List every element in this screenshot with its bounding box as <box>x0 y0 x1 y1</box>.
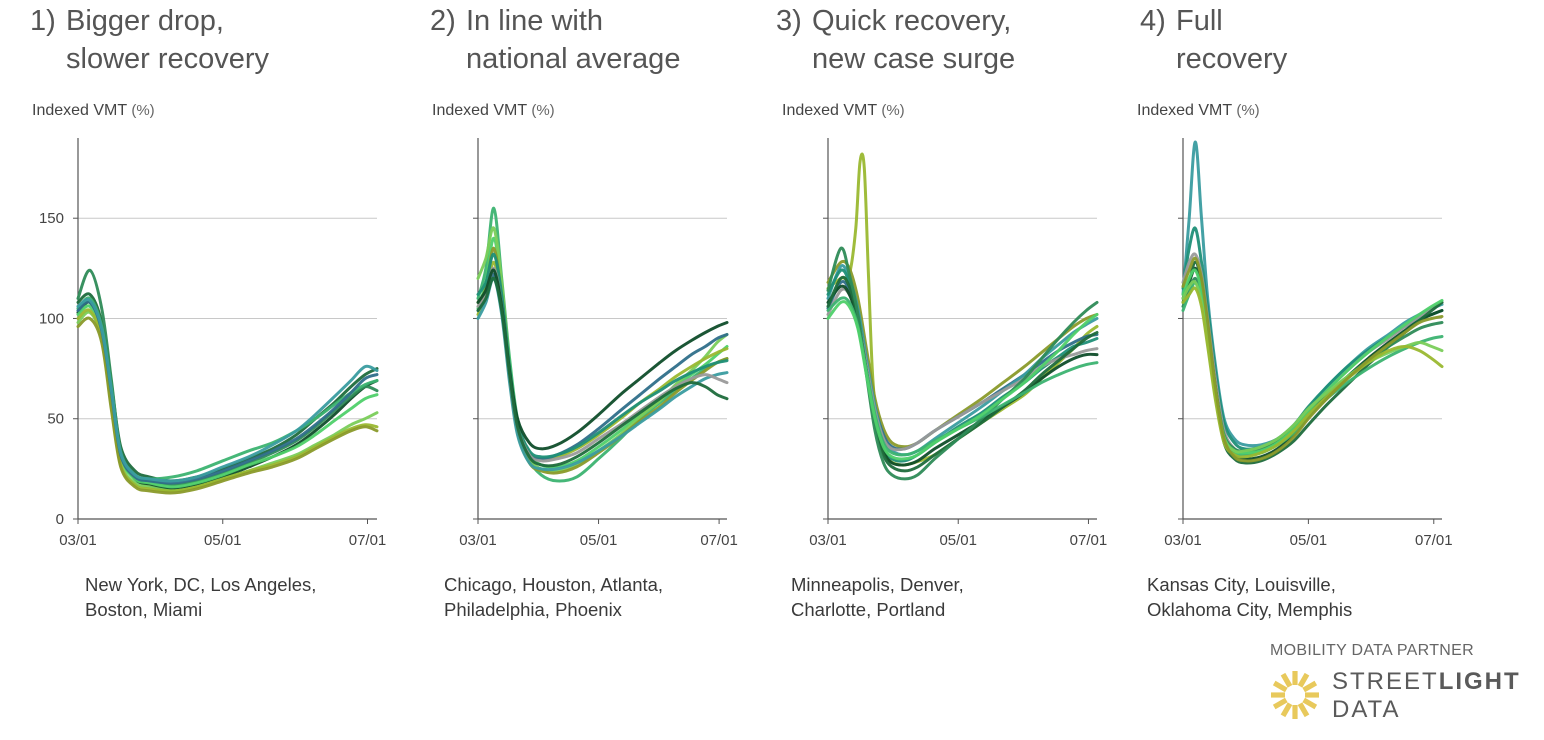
panel-title-number: 1) <box>30 5 56 37</box>
city-list: Minneapolis, Denver, Charlotte, Portland <box>791 572 964 622</box>
sunburst-ray <box>1280 702 1293 718</box>
y-axis-label-unit: (%) <box>531 102 555 119</box>
series-line <box>1181 256 1444 463</box>
x-tick-label: 05/01 <box>1290 532 1328 549</box>
series-line <box>1181 268 1444 455</box>
logo-word-light: LIGHT <box>1438 668 1521 695</box>
sunburst-ray <box>1272 680 1288 693</box>
city-list-line1: New York, DC, Los Angeles, <box>85 574 317 595</box>
sunburst-ray <box>1292 705 1298 719</box>
panel-title-line2: new case surge <box>812 43 1016 75</box>
logo-word-street: STREET <box>1332 668 1439 695</box>
x-tick-label: 05/01 <box>580 532 618 549</box>
panel-title-number: 2) <box>430 5 456 37</box>
panel-title-line1: Full <box>1176 5 1223 37</box>
panel-title-line1: Quick recovery, <box>812 5 1012 37</box>
partner-branding: MOBILITY DATA PARTNER STREETLIGHT DATA <box>1268 640 1538 730</box>
y-axis-label: Indexed VMT (%) <box>432 102 555 120</box>
y-axis-label-unit: (%) <box>1236 102 1260 119</box>
sunburst-ray <box>1302 697 1318 710</box>
x-tick-label: 07/01 <box>1070 532 1108 549</box>
panel-title-line2: recovery <box>1176 43 1288 75</box>
city-list-line2: Charlotte, Portland <box>791 599 946 620</box>
city-list-line2: Oklahoma City, Memphis <box>1147 599 1353 620</box>
series-line <box>476 226 729 473</box>
chart-1: 0 50 100 150 03/01 05/01 07/01 <box>39 138 387 549</box>
panel-2: 2) In line with national average Indexed … <box>400 0 740 640</box>
y-axis-label: Indexed VMT (%) <box>782 102 905 120</box>
y-axis-label-text: Indexed VMT <box>432 102 527 119</box>
y-axis-label-text: Indexed VMT <box>1137 102 1232 119</box>
y-axis-label-text: Indexed VMT <box>782 102 877 119</box>
panel-title: 3) Quick recovery, new case surge <box>776 2 1015 78</box>
city-list-line2: Boston, Miami <box>85 599 203 620</box>
x-tick-label: 07/01 <box>349 532 387 549</box>
sunburst-ray <box>1271 692 1285 698</box>
y-tick-label: 100 <box>39 310 64 327</box>
panel-title-line1: Bigger drop, <box>66 5 224 37</box>
logo-word-data: DATA <box>1332 696 1401 723</box>
city-list: Chicago, Houston, Atlanta, Philadelphia,… <box>444 572 663 622</box>
y-tick-label: 150 <box>39 210 64 227</box>
chart-2: 03/01 05/01 07/01 <box>459 138 738 549</box>
series-line <box>76 292 379 483</box>
y-axis-label-text: Indexed VMT <box>32 102 127 119</box>
panel-title: 2) In line with national average <box>430 2 680 78</box>
series-line <box>826 300 1099 461</box>
chart-3: 03/01 05/01 07/01 <box>809 138 1108 549</box>
y-axis-label: Indexed VMT (%) <box>1137 102 1260 120</box>
y-axis-label: Indexed VMT (%) <box>32 102 155 120</box>
sunburst-ray <box>1302 680 1318 693</box>
city-list: New York, DC, Los Angeles, Boston, Miami <box>85 572 316 622</box>
city-list-line1: Kansas City, Louisville, <box>1147 574 1336 595</box>
series-line <box>76 316 379 495</box>
sunburst-ray <box>1297 702 1310 718</box>
sunburst-ray <box>1297 672 1310 688</box>
city-list-line1: Chicago, Houston, Atlanta, <box>444 574 664 595</box>
x-tick-label: 07/01 <box>1415 532 1453 549</box>
y-axis-label-unit: (%) <box>881 102 905 119</box>
logo-wordmark: STREETLIGHT <box>1332 668 1521 696</box>
x-tick-label: 05/01 <box>939 532 977 549</box>
city-list-line1: Minneapolis, Denver, <box>791 574 964 595</box>
sunburst-ray <box>1272 697 1288 710</box>
y-tick-label: 50 <box>47 411 64 428</box>
series-line <box>76 298 379 483</box>
panel-title: 1) Bigger drop, slower recovery <box>30 2 269 78</box>
sunburst-ray <box>1305 692 1319 698</box>
x-tick-label: 03/01 <box>1164 532 1202 549</box>
panel-title: 4) Full recovery <box>1140 2 1287 78</box>
panel-title-line1: In line with <box>466 5 604 37</box>
y-tick-label: 0 <box>56 511 64 528</box>
panel-title-line2: national average <box>466 43 681 75</box>
series-line <box>476 276 729 468</box>
city-list: Kansas City, Louisville, Oklahoma City, … <box>1147 572 1352 622</box>
x-tick-label: 03/01 <box>809 532 847 549</box>
series-line <box>1181 286 1444 459</box>
panel-title-number: 4) <box>1140 5 1166 37</box>
series-line <box>826 246 1099 481</box>
x-tick-label: 07/01 <box>700 532 738 549</box>
chart-4: 03/01 05/01 07/01 <box>1164 138 1453 549</box>
panel-1: 1) Bigger drop, slower recovery Indexed V… <box>0 0 390 640</box>
partner-label: MOBILITY DATA PARTNER <box>1270 642 1474 659</box>
panel-title-number: 3) <box>776 5 802 37</box>
x-tick-label: 03/01 <box>459 532 497 549</box>
panel-title-line2: slower recovery <box>66 43 270 75</box>
sunburst-icon <box>1271 671 1319 719</box>
y-axis-label-unit: (%) <box>131 102 155 119</box>
series-line <box>476 252 729 459</box>
x-tick-label: 05/01 <box>204 532 242 549</box>
x-tick-label: 03/01 <box>59 532 97 549</box>
city-list-line2: Philadelphia, Phoenix <box>444 599 622 620</box>
panel-3: 3) Quick recovery, new case surge Indexed… <box>750 0 1110 640</box>
sunburst-ray <box>1292 671 1298 685</box>
panel-4: 4) Full recovery Indexed VMT (%) 03/01 05/… <box>1105 0 1455 640</box>
sunburst-ray <box>1280 672 1293 688</box>
